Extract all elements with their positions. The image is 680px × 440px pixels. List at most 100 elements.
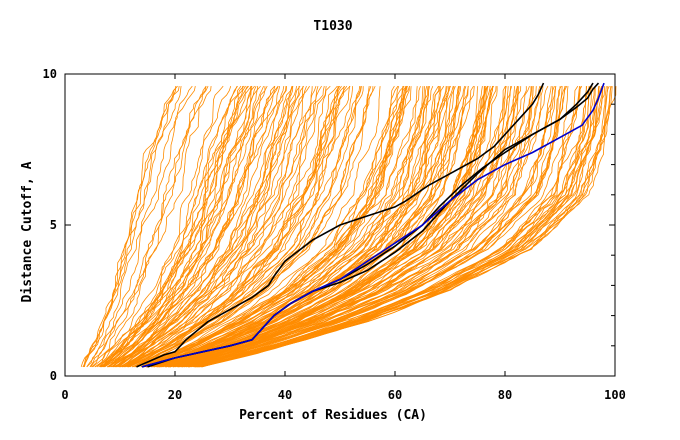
model-curve <box>89 86 207 368</box>
model-curve <box>137 86 374 368</box>
highlight-series-4 <box>141 82 605 368</box>
model-curve <box>114 86 293 368</box>
model-curve <box>153 86 430 368</box>
model-curve <box>90 85 209 368</box>
model-curve <box>173 86 507 368</box>
model-curve <box>166 86 486 368</box>
x-tick-label: 80 <box>498 388 512 402</box>
highlight-models <box>136 82 605 368</box>
model-curve <box>164 86 483 368</box>
model-curve <box>188 86 563 368</box>
model-curve <box>145 85 408 368</box>
model-curve <box>121 85 331 368</box>
model-curve <box>108 86 266 368</box>
model-curve <box>84 86 182 368</box>
x-tick: 20 <box>168 74 182 402</box>
model-curve <box>100 86 252 368</box>
model-curve <box>192 86 581 368</box>
x-tick-label: 0 <box>61 388 68 402</box>
model-curve <box>170 86 494 368</box>
model-curve <box>135 86 362 368</box>
y-tick-label: 10 <box>43 67 57 81</box>
model-curve <box>158 86 450 368</box>
model-curve <box>143 85 405 368</box>
model-curve <box>164 86 486 368</box>
model-curve <box>187 85 562 368</box>
model-curve <box>107 86 287 368</box>
model-curve <box>127 85 342 368</box>
model-curve <box>107 86 281 368</box>
x-tick-label: 100 <box>604 388 626 402</box>
y-tick-label: 5 <box>50 218 57 232</box>
model-curve <box>169 86 506 368</box>
x-tick-label: 40 <box>278 388 292 402</box>
model-curve <box>129 86 350 368</box>
model-curve <box>155 86 451 368</box>
model-curve <box>96 85 238 368</box>
model-curve <box>120 85 310 368</box>
x-axis: 0 20 40 60 80 100 <box>61 74 626 402</box>
highlight-series-1 <box>136 82 545 368</box>
x-tick-label: 60 <box>388 388 402 402</box>
model-curve <box>173 85 513 368</box>
model-curve <box>86 86 196 368</box>
x-axis-label: Percent of Residues (CA) <box>239 408 427 423</box>
model-curve <box>157 85 456 368</box>
model-curve <box>154 86 441 368</box>
model-curve <box>173 86 527 368</box>
model-curve <box>124 85 338 368</box>
x-tick: 100 <box>604 74 626 402</box>
model-curve <box>157 86 447 368</box>
model-curve <box>103 86 253 368</box>
model-curve <box>111 86 294 368</box>
model-curve <box>107 85 264 368</box>
model-curve <box>145 86 412 368</box>
model-curve <box>160 86 469 368</box>
model-curve <box>119 85 317 368</box>
model-curve <box>92 86 212 368</box>
model-curve <box>102 86 259 368</box>
model-curve <box>108 85 279 368</box>
model-curve <box>157 86 460 368</box>
x-tick: 80 <box>498 74 512 402</box>
y-axis: 0 5 10 <box>43 67 615 383</box>
model-curve <box>182 86 537 368</box>
model-curve <box>112 86 285 368</box>
model-curve <box>86 85 193 368</box>
model-curve <box>201 86 612 368</box>
model-curve <box>200 86 609 368</box>
model-curve <box>179 86 533 368</box>
model-curve <box>125 85 340 368</box>
model-curve <box>118 86 304 368</box>
x-tick-label: 20 <box>168 388 182 402</box>
x-tick: 60 <box>388 74 402 402</box>
model-curve <box>121 85 319 368</box>
model-curve <box>100 86 243 368</box>
model-curve <box>159 85 451 368</box>
model-curve <box>178 85 530 368</box>
model-curve <box>122 86 325 368</box>
y-axis-label: Distance Cutoff, A <box>20 161 35 302</box>
x-tick: 0 <box>61 74 69 402</box>
model-curve <box>109 85 275 368</box>
model-curve <box>101 85 242 368</box>
model-curve <box>148 86 424 368</box>
model-curve <box>185 86 557 368</box>
model-curve <box>202 86 607 368</box>
model-curve <box>98 85 249 368</box>
model-curve <box>197 86 600 368</box>
model-curve <box>123 86 327 368</box>
model-curve <box>194 86 588 368</box>
model-curve <box>185 86 557 368</box>
model-curve <box>132 86 362 368</box>
model-curve <box>142 85 400 368</box>
y-tick-label: 0 <box>50 369 57 383</box>
model-curve <box>146 85 421 368</box>
model-curve <box>147 86 418 368</box>
model-curve <box>94 85 224 368</box>
model-curve <box>116 86 300 368</box>
model-curve <box>162 85 467 368</box>
model-curve <box>99 85 245 368</box>
model-curve <box>188 85 566 368</box>
